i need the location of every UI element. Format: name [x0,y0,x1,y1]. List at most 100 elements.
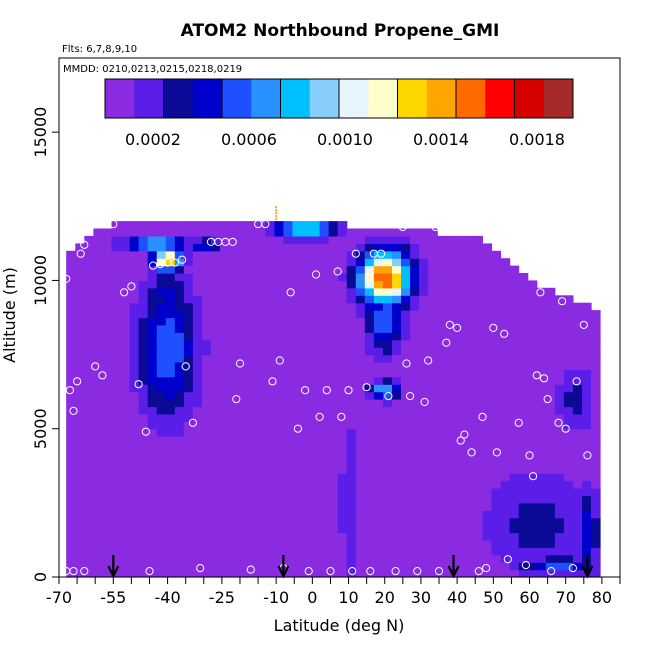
heat-cell [455,354,465,363]
heat-cell [229,243,239,252]
heat-cell [473,339,483,348]
heat-cell [382,510,393,519]
heat-cell [211,228,221,237]
heat-cell [401,287,411,296]
heat-cell [183,391,194,400]
heat-cell [328,547,339,556]
heat-cell [165,554,176,563]
heat-cell [111,569,122,578]
heat-cell [527,443,538,452]
heat-cell [174,384,185,393]
heat-cell [392,332,402,341]
heat-cell [192,280,203,289]
heat-cell [229,428,239,437]
heat-cell [165,310,176,319]
heat-cell [256,517,266,526]
heat-cell [192,399,203,408]
heat-cell [382,250,393,259]
heat-cell [582,324,592,333]
heat-cell [464,317,474,326]
heat-cell [247,332,257,341]
heat-cell [301,273,312,281]
heat-cell [392,569,402,578]
heat-cell [491,273,502,281]
heat-cell [346,302,357,311]
heat-cell [437,421,447,430]
heat-cell [419,436,429,445]
heat-cell [428,502,438,511]
heat-cell [437,324,447,333]
heat-cell [491,473,502,482]
heat-cell [111,547,122,556]
heat-cell [75,443,85,452]
heat-cell [229,354,239,363]
heat-cell [238,391,248,400]
heat-cell [482,317,493,326]
heat-cell [591,399,601,408]
heat-cell [500,517,511,526]
heat-cell [428,384,438,393]
heat-cell [256,376,266,385]
heat-cell [211,250,221,259]
heat-cell [500,539,511,548]
heat-cell [66,339,76,348]
heat-cell [274,554,284,563]
heat-cell [319,554,330,563]
heat-cell [111,302,122,311]
x-tick-label: -25 [209,588,235,607]
heat-cell [319,250,330,259]
heat-cell [192,510,203,519]
heat-cell [310,295,321,304]
heat-cell [75,525,85,534]
heat-cell [165,265,176,274]
heat-cell [229,480,239,489]
heat-cell [392,280,402,289]
heat-cell [138,235,149,244]
heat-cell [310,265,321,274]
heat-cell [301,354,312,363]
heat-cell [401,465,411,474]
heat-cell [346,243,357,252]
heat-cell [156,436,167,445]
heat-cell [147,324,158,333]
heat-cell [84,413,94,422]
flight-point [304,567,313,576]
heat-cell [591,458,601,467]
flight-point [536,288,545,297]
heat-cell [572,539,583,548]
heat-cell [147,451,158,459]
heat-cell [446,413,456,422]
heat-cell [455,324,465,333]
heat-cell [364,443,375,452]
heat-cell [292,465,302,474]
heat-cell [211,569,221,578]
heat-cell [66,265,76,274]
heat-cell [147,310,158,319]
heat-cell [84,287,94,296]
heat-cell [220,406,230,415]
heat-cell [93,465,103,474]
heat-cell [310,495,321,504]
heat-cell [563,443,574,452]
heat-cell [247,554,257,563]
heat-cell [482,562,493,571]
heat-cell [527,399,538,408]
heat-cell [437,539,447,548]
heat-cell [364,332,375,341]
heat-cell [247,376,257,385]
heat-cell [84,295,94,304]
heat-cell [183,458,194,467]
heat-cell [572,302,583,311]
heat-cell [319,458,330,467]
heat-cell [419,554,429,563]
heat-cell [509,295,520,304]
heat-cell [401,443,411,452]
heat-cell [156,324,167,333]
heat-cell [473,547,483,556]
heat-cell [111,391,122,400]
heat-cell [437,347,447,356]
heat-cell [437,399,447,408]
heat-cell [156,332,167,341]
heat-cell [129,243,140,252]
heat-cell [147,488,158,496]
